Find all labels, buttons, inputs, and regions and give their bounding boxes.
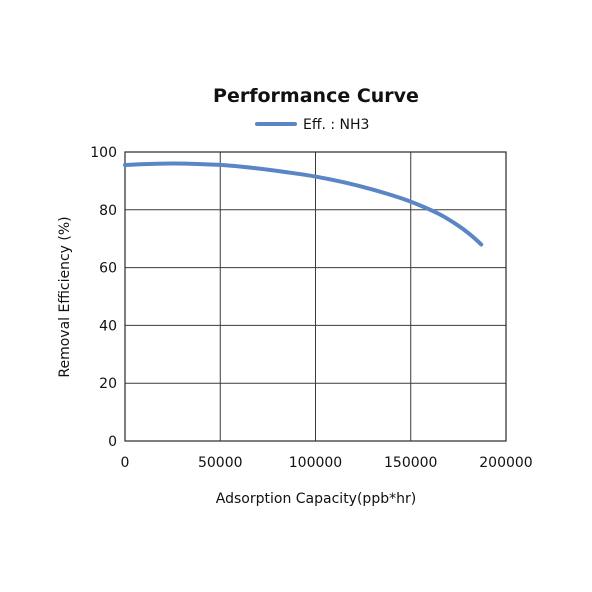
y-tick-label-5: 100 xyxy=(90,145,117,161)
plot-frame xyxy=(124,151,507,442)
y-tick-label-3: 60 xyxy=(99,261,117,277)
x-axis-ticks: 0 50000 100000 150000 200000 xyxy=(121,455,533,471)
y-axis-ticks: 0 20 40 60 80 100 xyxy=(90,145,117,450)
legend: Eff. : NH3 xyxy=(255,117,369,133)
legend-label-nh3: Eff. : NH3 xyxy=(303,117,369,133)
y-tick-label-2: 40 xyxy=(99,318,117,334)
y-axis-label: Removal Efficiency (%) xyxy=(57,216,73,377)
x-tick-label-2: 100000 xyxy=(289,455,342,471)
y-tick-label-4: 80 xyxy=(99,203,117,219)
x-tick-label-0: 0 xyxy=(121,455,130,471)
series-layer xyxy=(123,161,484,247)
grid xyxy=(124,151,507,442)
y-tick-label-1: 20 xyxy=(99,376,117,392)
x-tick-label-1: 50000 xyxy=(198,455,243,471)
plot-border xyxy=(124,151,507,442)
x-tick-label-4: 200000 xyxy=(479,455,532,471)
x-tick-label-3: 150000 xyxy=(384,455,437,471)
series-line-0 xyxy=(123,161,484,247)
x-axis-label: Adsorption Capacity(ppb*hr) xyxy=(216,491,416,507)
y-tick-label-0: 0 xyxy=(108,434,117,450)
chart-title: Performance Curve xyxy=(213,85,419,107)
